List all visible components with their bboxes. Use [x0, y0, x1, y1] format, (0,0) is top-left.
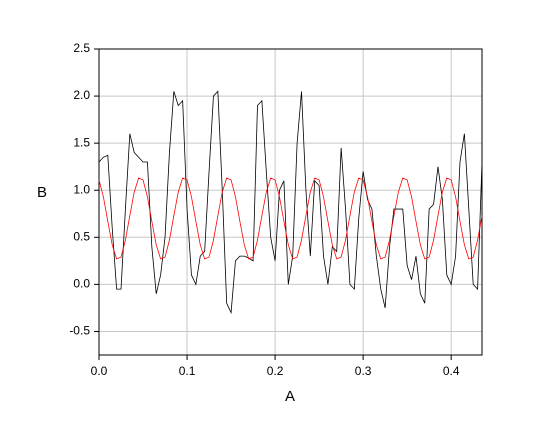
- plot-frame: [98, 48, 483, 356]
- x-tick-label: 0.4: [443, 364, 460, 378]
- y-tick-label: 0.0: [73, 277, 90, 291]
- x-tick-label: 0.1: [179, 364, 196, 378]
- y-tick-label: 2.5: [73, 41, 90, 55]
- data-line: [98, 177, 483, 260]
- x-axis-title: A: [285, 388, 295, 405]
- y-tick-label: 2.0: [73, 88, 90, 102]
- x-tick-label: 0.0: [91, 364, 108, 378]
- x-tick-label: 0.3: [355, 364, 372, 378]
- y-axis-title: B: [37, 184, 47, 201]
- data-line: [98, 90, 483, 315]
- y-tick-label: 1.5: [73, 135, 90, 149]
- y-tick-label: -0.5: [69, 324, 90, 338]
- y-tick-label: 0.5: [73, 229, 90, 243]
- x-tick-label: 0.2: [267, 364, 284, 378]
- y-tick-label: 1.0: [73, 182, 90, 196]
